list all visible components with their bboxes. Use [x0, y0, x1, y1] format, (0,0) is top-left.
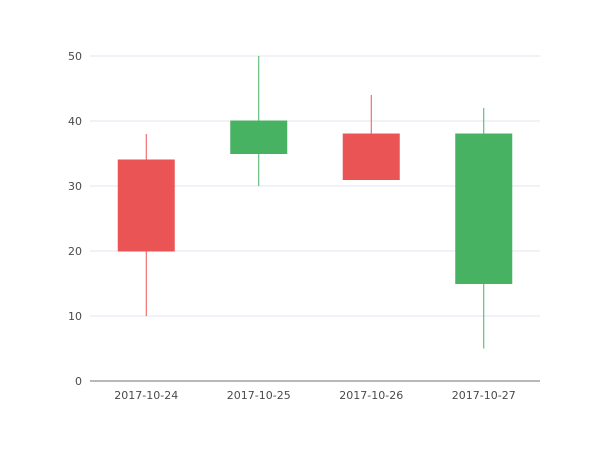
- candles: [117, 56, 513, 349]
- x-tick-label: 2017-10-26: [339, 389, 403, 402]
- candle: [455, 108, 513, 349]
- candle: [117, 134, 175, 316]
- candle-body: [342, 133, 400, 180]
- x-tick-label: 2017-10-25: [227, 389, 291, 402]
- candle-body: [230, 120, 288, 154]
- y-tick-label: 20: [68, 245, 82, 258]
- y-tick-label: 30: [68, 180, 82, 193]
- x-axis: 2017-10-24 2017-10-25 2017-10-26 2017-10-27: [90, 380, 540, 402]
- y-axis-labels: 0 10 20 30 40 50: [68, 50, 82, 388]
- y-tick-label: 50: [68, 50, 82, 63]
- candle-body: [455, 133, 513, 284]
- x-tick-label: 2017-10-27: [452, 389, 516, 402]
- y-tick-label: 10: [68, 310, 82, 323]
- x-tick-label: 2017-10-24: [114, 389, 178, 402]
- candle: [342, 95, 400, 180]
- candle-body: [117, 159, 175, 252]
- y-tick-label: 40: [68, 115, 82, 128]
- candle: [230, 56, 288, 186]
- y-tick-label: 0: [75, 375, 82, 388]
